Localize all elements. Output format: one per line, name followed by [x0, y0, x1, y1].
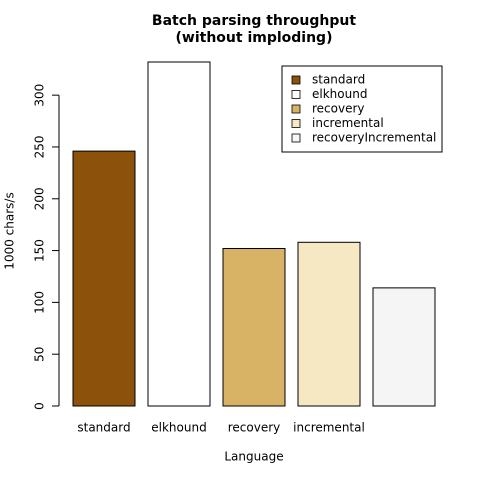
- legend-swatch: [291, 119, 301, 128]
- x-tick-label: incremental: [293, 421, 365, 435]
- chart-subtitle: (without imploding): [176, 30, 333, 46]
- chart-title: Batch parsing throughput: [152, 13, 356, 29]
- legend-swatch: [291, 90, 301, 99]
- y-tick-label: 0: [33, 402, 47, 410]
- x-axis-label: Language: [224, 450, 283, 464]
- y-tick-label: 150: [33, 239, 47, 262]
- legend-box: [281, 65, 443, 153]
- x-tick-label: recovery: [228, 421, 281, 435]
- x-tick-label: elkhound: [151, 421, 206, 435]
- y-axis-label: 1000 chars/s: [3, 192, 17, 269]
- y-tick-label: 250: [33, 136, 47, 159]
- y-tick-label: 200: [33, 187, 47, 210]
- legend-label: recoveryIncremental: [312, 131, 436, 145]
- bar: [297, 241, 361, 407]
- legend-swatch: [291, 75, 301, 85]
- bar: [72, 150, 136, 407]
- bar: [372, 287, 436, 407]
- y-tick-label: 300: [33, 84, 47, 107]
- legend-swatch: [291, 133, 301, 143]
- x-tick-label: standard: [77, 421, 130, 435]
- bar: [222, 248, 286, 407]
- y-tick-label: 100: [33, 291, 47, 314]
- bar: [147, 61, 211, 407]
- legend-label: standard: [312, 73, 365, 87]
- legend-label: recovery: [312, 102, 365, 116]
- y-tick-label: 50: [33, 347, 47, 362]
- legend-label: elkhound: [312, 87, 367, 101]
- legend-label: incremental: [312, 116, 384, 130]
- legend-swatch: [291, 104, 301, 114]
